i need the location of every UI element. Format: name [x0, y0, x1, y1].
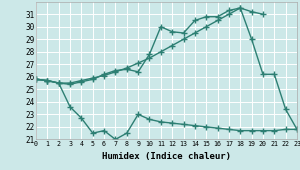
X-axis label: Humidex (Indice chaleur): Humidex (Indice chaleur) [102, 152, 231, 161]
